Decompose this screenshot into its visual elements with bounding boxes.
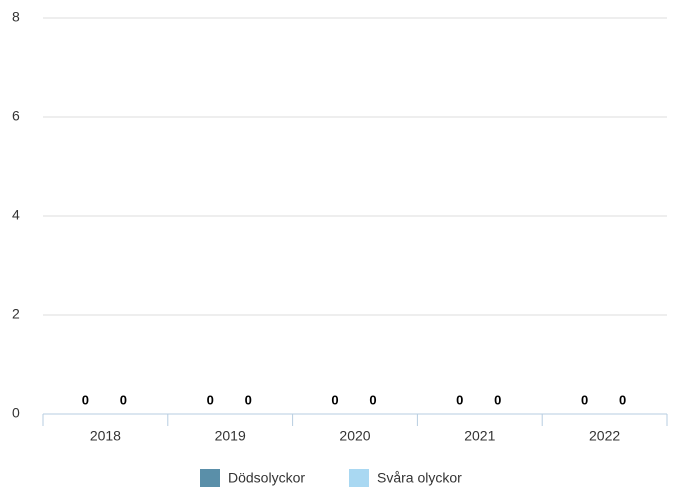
value-label: 0 [331,392,338,407]
y-tick-label: 2 [12,306,20,322]
y-tick-label: 4 [12,207,20,223]
x-tick-label: 2019 [215,428,246,444]
legend-swatch [349,469,369,487]
x-tick-label: 2021 [464,428,495,444]
value-label: 0 [82,392,89,407]
value-label: 0 [619,392,626,407]
value-label: 0 [120,392,127,407]
value-label: 0 [207,392,214,407]
value-label: 0 [369,392,376,407]
x-tick-label: 2022 [589,428,620,444]
value-label: 0 [456,392,463,407]
legend-swatch [200,469,220,487]
value-label: 0 [581,392,588,407]
x-tick-label: 2018 [90,428,121,444]
legend-label: Svåra olyckor [377,470,462,486]
y-tick-label: 0 [12,405,20,421]
x-tick-label: 2020 [339,428,370,444]
legend-label: Dödsolyckor [228,470,305,486]
value-label: 0 [245,392,252,407]
y-tick-label: 6 [12,108,20,124]
value-label: 0 [494,392,501,407]
y-tick-label: 8 [12,9,20,25]
